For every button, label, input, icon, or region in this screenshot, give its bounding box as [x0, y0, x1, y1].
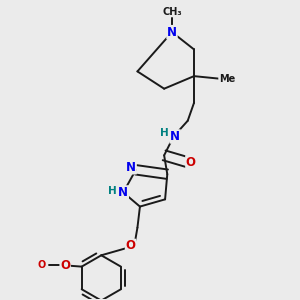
Text: N: N	[167, 26, 177, 39]
Text: N: N	[170, 130, 180, 143]
Text: O: O	[186, 156, 196, 169]
Text: N: N	[118, 186, 128, 199]
Text: CH₃: CH₃	[162, 7, 182, 17]
Text: N: N	[126, 161, 136, 174]
Text: O: O	[125, 239, 136, 252]
Text: Me: Me	[219, 74, 235, 84]
Text: H: H	[160, 128, 169, 138]
Text: H: H	[108, 186, 117, 196]
Text: O: O	[60, 259, 70, 272]
Text: O: O	[38, 260, 46, 270]
